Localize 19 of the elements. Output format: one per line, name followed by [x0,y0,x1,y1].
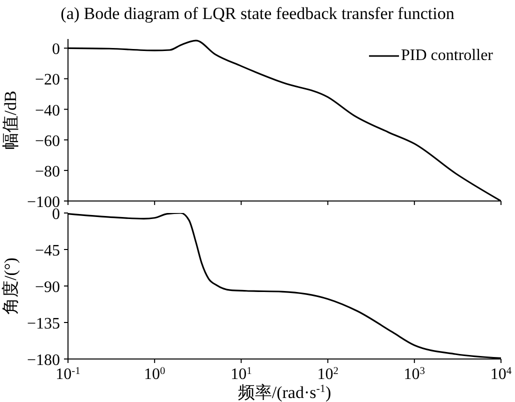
y-tick-label: −80 [34,163,60,180]
y-axis-title: 幅值/dB [0,90,20,150]
x-axis-title: 频率/(rad·s$^{-1}$) [238,383,332,402]
y-axis-title: 角度/(°) [0,258,20,314]
chart-title: (a) Bode diagram of LQR state feedback transfer function [60,4,456,24]
x-tick-label: 10$^{0}$ [144,366,166,383]
y-tick-label: 0 [52,41,60,58]
x-tick-label: 10$^{1}$ [230,366,252,383]
y-tick-label: −20 [34,72,60,89]
y-tick-label: 0 [52,206,60,223]
y-tick-label: −90 [34,279,60,296]
x-tick-label: 10$^{3}$ [404,366,425,383]
x-tick-label: 10$^{4}$ [490,366,512,383]
legend-label: PID controller [401,47,493,65]
y-tick-label: −40 [34,102,60,120]
y-tick-label: −45 [34,242,60,260]
y-tick-label: −60 [34,132,60,150]
y-tick-label: −135 [26,316,60,332]
x-tick-label: 10$^{2}$ [317,366,338,383]
